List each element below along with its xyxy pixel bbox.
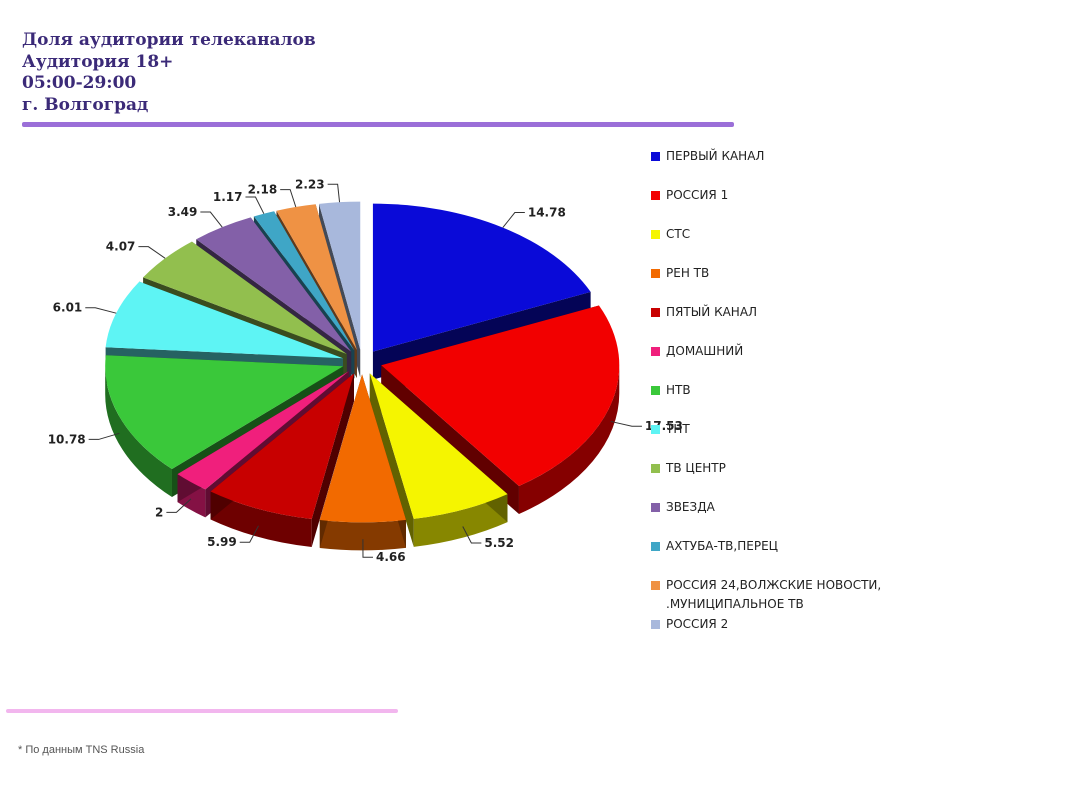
legend-swatch	[651, 230, 660, 239]
legend-swatch	[651, 191, 660, 200]
legend-label: АХТУБА-ТВ,ПЕРЕЦ	[666, 539, 778, 553]
legend-item: РОССИЯ 24,ВОЛЖСКИЕ НОВОСТИ, .МУНИЦИПАЛЬН…	[651, 578, 881, 614]
legend-item: РОССИЯ 2	[651, 617, 728, 634]
pie-slice	[276, 204, 357, 351]
leader-line	[239, 525, 259, 543]
legend-item: НТВ	[651, 383, 691, 400]
pie-slice	[319, 374, 406, 523]
data-label: 2.23	[295, 177, 325, 191]
legend-swatch	[651, 425, 660, 434]
pie-data-labels: 14.7817.535.524.665.99210.786.014.073.49…	[48, 177, 683, 564]
legend-label: РОССИЯ 24,ВОЛЖСКИЕ НОВОСТИ, .МУНИЦИПАЛЬН…	[666, 578, 882, 611]
data-label: 4.66	[376, 550, 406, 564]
title-line-4: г. Волгоград	[22, 94, 149, 115]
legend-swatch	[651, 269, 660, 278]
data-label: 14.78	[528, 206, 566, 220]
leader-line	[327, 183, 341, 203]
legend-label: РЕН ТВ	[666, 266, 710, 280]
data-label: 5.52	[484, 536, 514, 550]
pie-slice-wall	[210, 491, 312, 548]
leader-line	[166, 498, 192, 513]
title-line-1: Доля аудитории телеканалов	[22, 30, 316, 50]
data-label: 3.49	[168, 205, 198, 219]
legend-item: ЗВЕЗДА	[651, 500, 715, 517]
title-line-3: 05:00-29:00	[22, 73, 137, 93]
legend-swatch	[651, 347, 660, 356]
leader-line	[85, 307, 117, 314]
footnote: * По данным TNS Russia	[18, 744, 145, 756]
title-line-2: Аудитория 18+	[22, 51, 174, 72]
pie-top-faces	[105, 201, 620, 523]
legend-swatch	[651, 542, 660, 551]
title-divider	[22, 122, 734, 127]
pie-slice	[381, 305, 620, 487]
leader-line	[362, 539, 373, 558]
leader-line	[88, 432, 120, 440]
legend-label: ДОМАШНИЙ	[666, 344, 744, 358]
pie-slice-cut	[311, 373, 354, 548]
legend-label: РОССИЯ 2	[666, 617, 729, 631]
legend-swatch	[651, 581, 660, 590]
legend-label: ПЯТЫЙ КАНАЛ	[666, 305, 758, 319]
legend-label: ТВ ЦЕНТР	[666, 461, 726, 475]
leader-line	[280, 189, 297, 208]
legend-swatch	[651, 503, 660, 512]
pie-slice	[143, 241, 347, 354]
legend-label: ЗВЕЗДА	[666, 500, 715, 514]
leader-line	[610, 420, 642, 427]
pie-slice	[196, 217, 352, 352]
legend-swatch	[651, 464, 660, 473]
legend-label: РОССИЯ 1	[666, 188, 729, 202]
pie-slice	[253, 211, 355, 351]
leader-line	[138, 246, 166, 259]
pie-slice	[210, 373, 354, 520]
data-label: 6.01	[53, 301, 83, 315]
pie-slice	[177, 371, 349, 490]
legend-item: РЕН ТВ	[651, 266, 709, 283]
legend-item: АХТУБА-ТВ,ПЕРЕЦ	[651, 539, 778, 556]
pie-slice-cut	[369, 373, 414, 547]
pie-slice	[372, 203, 591, 352]
legend-item: ДОМАШНИЙ	[651, 344, 743, 361]
legend-item: РОССИЯ 1	[651, 188, 728, 205]
legend-label: ТНТ	[666, 422, 690, 436]
data-label: 1.17	[213, 190, 243, 204]
pie-slice	[105, 355, 344, 470]
legend-item: ПЯТЫЙ КАНАЛ	[651, 305, 757, 322]
pie-slice-wall	[105, 366, 172, 498]
data-label: 5.99	[207, 535, 237, 549]
pie-slice	[318, 201, 361, 350]
pie-slice-wall	[319, 519, 406, 551]
data-label: 10.78	[48, 432, 86, 446]
pie-slice-wall	[413, 494, 508, 547]
legend-swatch	[651, 386, 660, 395]
legend-label: СТС	[666, 227, 691, 241]
legend-label: НТВ	[666, 383, 691, 397]
leader-line	[462, 526, 482, 544]
pie-slice	[105, 281, 343, 359]
legend-item: ТВ ЦЕНТР	[651, 461, 726, 478]
data-label: 4.07	[106, 240, 136, 254]
legend-swatch	[651, 308, 660, 317]
leader-line	[245, 196, 265, 214]
data-label: 2.18	[248, 183, 278, 197]
pie-slice	[369, 373, 508, 519]
leader-line	[502, 212, 525, 228]
legend-swatch	[651, 152, 660, 161]
data-label: 2	[155, 505, 163, 519]
legend-item: ПЕРВЫЙ КАНАЛ	[651, 149, 764, 166]
leader-line	[200, 211, 223, 228]
pie-slice-wall	[518, 365, 620, 515]
footer-divider	[6, 709, 398, 713]
chart-title: Доля аудитории телеканалов Аудитория 18+…	[22, 30, 316, 116]
legend-item: СТС	[651, 227, 690, 244]
legend-label: ПЕРВЫЙ КАНАЛ	[666, 149, 765, 163]
legend-swatch	[651, 620, 660, 629]
legend-item: ТНТ	[651, 422, 690, 439]
